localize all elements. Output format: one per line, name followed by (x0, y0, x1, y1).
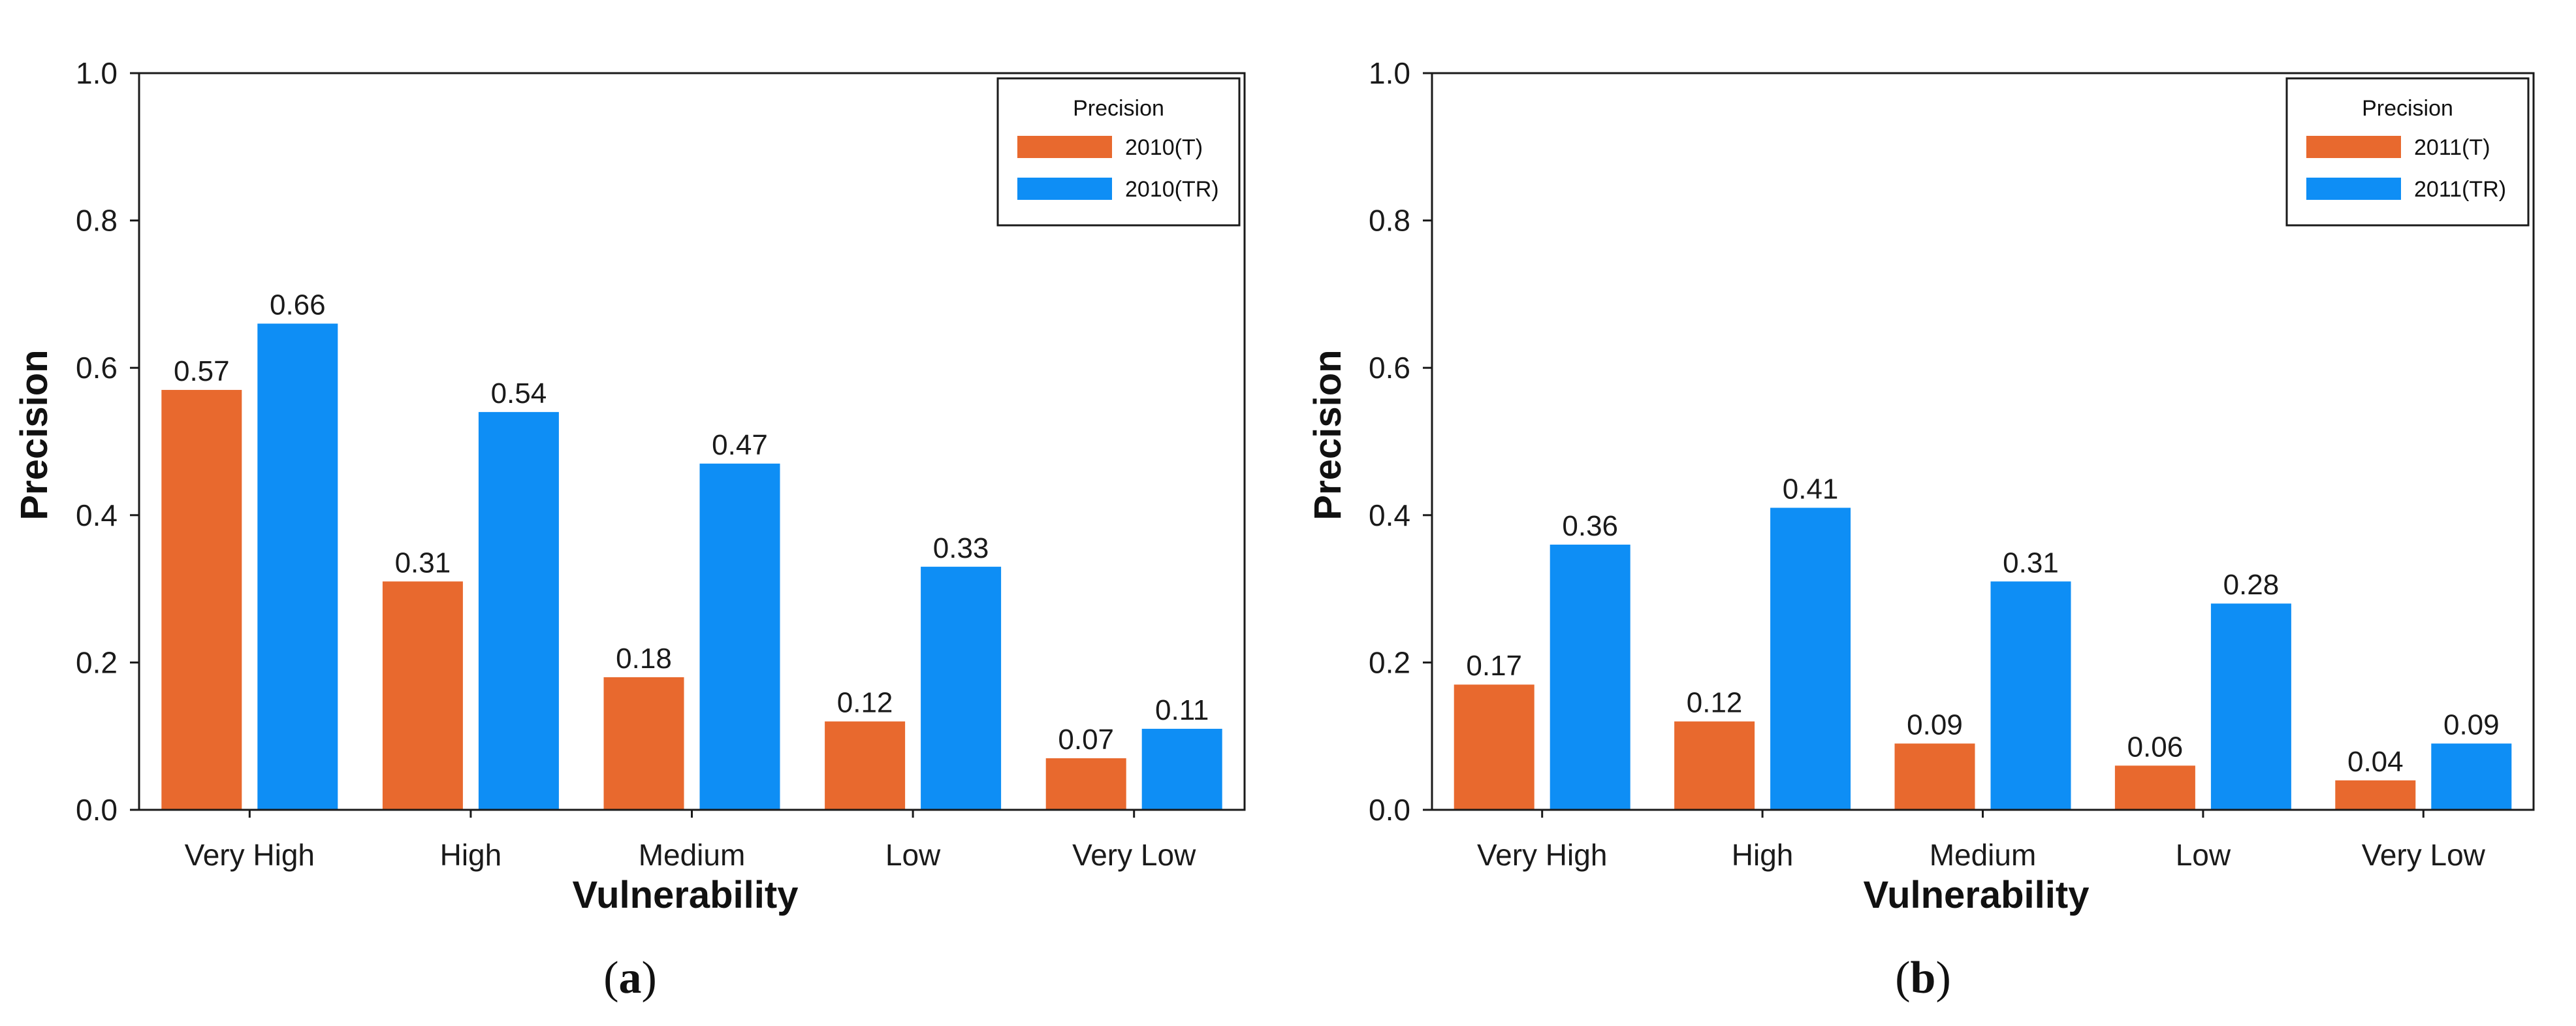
x-tick-label: Medium (639, 838, 746, 872)
bar-2010t-very-high (161, 390, 242, 810)
legend: Precision 2010(T) 2010(TR) (996, 77, 1241, 227)
x-tick-label: High (440, 838, 502, 872)
y-tick-label: 0.2 (1369, 645, 1410, 679)
x-tick-label: High (1732, 838, 1794, 872)
y-tick-label: 1.0 (1369, 56, 1410, 90)
bar-2011t-medium (1894, 743, 1975, 810)
legend-entry: 2011(T) (2414, 135, 2490, 160)
bar-2010t-very-low (1045, 758, 1126, 810)
data-label: 0.41 (1783, 473, 1839, 505)
data-label: 0.11 (1155, 694, 1209, 726)
panel-label-close: ) (1935, 953, 1950, 1003)
y-tick-label: 0.2 (76, 645, 118, 679)
legend-entry: 2011(TR) (2414, 177, 2506, 202)
panel-label-letter: b (1911, 953, 1936, 1003)
data-label: 0.12 (837, 687, 893, 719)
bar-2010tr-very-high (257, 323, 338, 810)
x-tick-label: Low (885, 838, 941, 872)
panel-label-close: ) (642, 953, 657, 1003)
x-tick-label: Very High (185, 838, 315, 872)
data-label: 0.07 (1058, 724, 1114, 756)
y-tick-label: 0.8 (76, 204, 118, 238)
bar-2010tr-low (921, 566, 1002, 810)
y-tick-label: 1.0 (76, 56, 118, 90)
legend-entry: 2010(T) (1125, 135, 1203, 160)
bar-2010t-medium (603, 677, 684, 810)
bar-2011tr-very-high (1550, 544, 1630, 810)
legend-entry: 2010(TR) (1125, 177, 1219, 202)
x-tick-label: Very High (1477, 838, 1607, 872)
data-label: 0.31 (2003, 547, 2059, 579)
data-label: 0.12 (1687, 687, 1743, 719)
chart-panel-a: 0.57 0.31 0.18 0.12 0.07 0.66 0.54 0.47 0.33 0.11… (13, 56, 1246, 1003)
data-label: 0.06 (2127, 731, 2184, 763)
panel-label-open: ( (1895, 953, 1910, 1003)
data-label: 0.09 (2443, 709, 2500, 741)
data-label: 0.18 (616, 643, 672, 675)
legend-swatch (2306, 136, 2401, 158)
bar-2010tr-high (478, 411, 559, 810)
legend-swatch (1017, 136, 1112, 158)
legend-swatch (1017, 178, 1112, 200)
data-label: 0.66 (270, 289, 326, 321)
x-tick-label: Low (2176, 838, 2231, 872)
panel-label-letter: a (619, 953, 642, 1003)
bar-2011tr-medium (1990, 581, 2071, 810)
legend: Precision 2011(T) 2011(TR) (2285, 77, 2530, 227)
x-axis-title: Vulnerability (1864, 874, 2090, 916)
bar-2010tr-very-low (1141, 728, 1222, 810)
y-tick-label: 0.0 (1369, 793, 1410, 827)
bar-2011tr-very-low (2431, 743, 2512, 810)
y-axis-title: Precision (13, 349, 56, 520)
x-tick-label: Very Low (1072, 838, 1196, 872)
data-label: 0.57 (174, 355, 230, 387)
data-label: 0.09 (1907, 709, 1963, 741)
data-label: 0.31 (395, 547, 451, 579)
y-tick-label: 0.6 (1369, 351, 1410, 385)
panel-label: (a) (603, 953, 657, 1003)
data-label: 0.54 (491, 377, 547, 409)
chart-panel-b: 0.17 0.12 0.09 0.06 0.04 0.36 0.41 0.31 0.28 0.09… (1307, 56, 2535, 1003)
y-tick-label: 0.8 (1369, 204, 1410, 238)
data-label: 0.17 (1466, 650, 1522, 682)
y-tick-label: 0.4 (76, 498, 118, 532)
legend-swatch (2306, 178, 2401, 200)
data-label: 0.47 (712, 429, 768, 461)
bar-2010t-low (825, 721, 906, 810)
y-axis-title: Precision (1307, 349, 1349, 520)
y-tick-label: 0.4 (1369, 498, 1410, 532)
panel-label: (b) (1895, 953, 1951, 1003)
data-label: 0.28 (2223, 569, 2280, 601)
x-tick-label: Medium (1930, 838, 2037, 872)
x-tick-label: Very Low (2362, 838, 2486, 872)
y-tick-label: 0.6 (76, 351, 118, 385)
bar-2010tr-medium (699, 463, 780, 810)
legend-title: Precision (2362, 96, 2453, 121)
bar-2011tr-high (1770, 507, 1851, 810)
data-label: 0.36 (1562, 510, 1618, 542)
panel-label-open: ( (603, 953, 618, 1003)
bar-2011t-very-low (2335, 780, 2416, 810)
bar-2011t-low (2114, 765, 2195, 810)
bar-2011t-high (1674, 721, 1755, 810)
bar-2011t-very-high (1454, 684, 1534, 810)
bar-2011tr-low (2210, 603, 2291, 810)
y-tick-label: 0.0 (76, 793, 118, 827)
data-label: 0.04 (2347, 746, 2404, 778)
x-axis-title: Vulnerability (573, 874, 799, 916)
data-label: 0.33 (933, 532, 989, 564)
legend-title: Precision (1073, 96, 1164, 121)
bar-2010t-high (382, 581, 463, 810)
